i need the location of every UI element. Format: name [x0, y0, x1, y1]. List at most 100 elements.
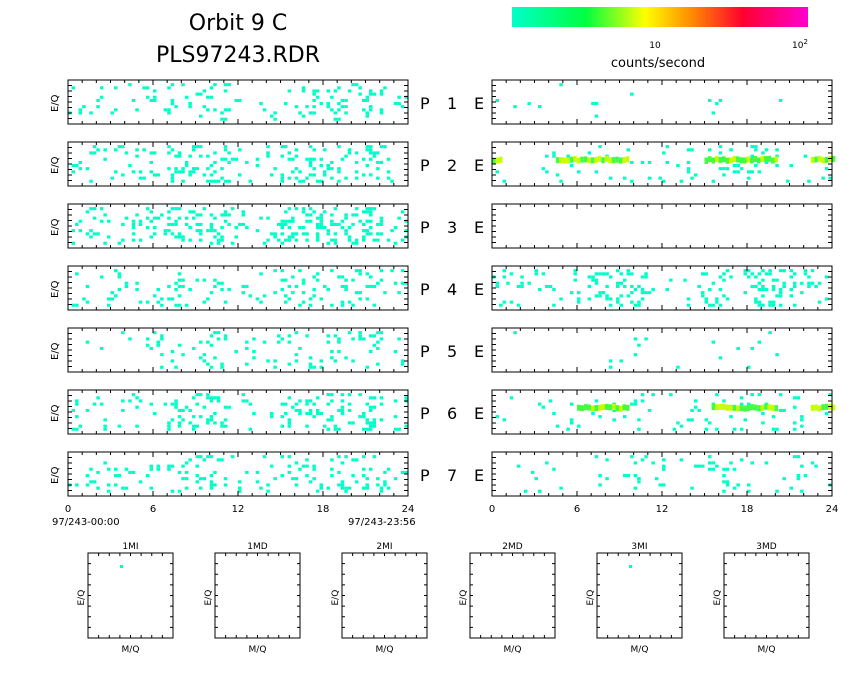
- heat-cell: [85, 408, 90, 412]
- heat-cell: [92, 232, 97, 236]
- heat-cell: [693, 173, 698, 177]
- heat-cell: [223, 483, 228, 487]
- heat-band-cell: [732, 156, 736, 163]
- heat-cell: [92, 480, 97, 484]
- left-panel-2: E/Q: [50, 141, 409, 187]
- heat-cell: [308, 219, 313, 223]
- heat-cell: [768, 331, 772, 335]
- heat-cell: [209, 291, 214, 295]
- mass-panel-ylabel: E/Q: [586, 590, 596, 606]
- mass-panel-xlabel: M/Q: [504, 645, 522, 655]
- heat-band-cell: [495, 157, 499, 164]
- heat-cell: [170, 350, 175, 354]
- heat-cell: [807, 284, 811, 288]
- heat-cell: [502, 300, 507, 304]
- heat-cell: [284, 412, 288, 416]
- heat-cell: [192, 415, 196, 419]
- heat-cell: [365, 421, 369, 425]
- heat-cell: [273, 167, 277, 171]
- heat-band-cell: [736, 405, 740, 412]
- heat-cell: [330, 222, 334, 226]
- heat-cell: [241, 222, 245, 226]
- heat-cell: [605, 297, 609, 301]
- heat-cell: [99, 207, 104, 211]
- heat-cell: [149, 235, 153, 239]
- heat-cell: [372, 207, 377, 211]
- heat-cell: [372, 405, 377, 409]
- heat-cell: [238, 480, 242, 484]
- heat-cell: [121, 145, 125, 149]
- heat-cell: [340, 300, 345, 304]
- heat-cell: [761, 284, 765, 288]
- heat-cell: [96, 98, 100, 102]
- heat-cell: [358, 331, 362, 335]
- x-tick-label: 24: [402, 504, 415, 515]
- heat-cell: [89, 229, 93, 233]
- heat-cell: [337, 483, 341, 487]
- heat-cell: [598, 272, 602, 276]
- heat-cell: [369, 467, 373, 471]
- heat-cell: [732, 486, 737, 490]
- heat-cell: [301, 300, 306, 304]
- heat-cell: [170, 102, 175, 106]
- heat-cell: [810, 281, 815, 285]
- heat-cell: [220, 213, 224, 217]
- heat-band-cell: [577, 404, 581, 411]
- heat-cell: [131, 170, 136, 174]
- heat-band-cell: [824, 156, 829, 163]
- heat-cell: [594, 455, 599, 459]
- heat-band-cell: [821, 157, 825, 164]
- heat-cell: [555, 173, 560, 177]
- heat-cell: [259, 216, 263, 220]
- heat-cell: [149, 402, 153, 406]
- mass-panel-xlabel: M/Q: [758, 645, 776, 655]
- heat-cell: [266, 238, 270, 242]
- heat-cell: [390, 229, 394, 233]
- heat-cell: [206, 95, 210, 99]
- heat-cell: [333, 241, 338, 245]
- heat-cell: [676, 421, 680, 425]
- heat-cell: [287, 157, 292, 161]
- heat-cell: [640, 288, 645, 292]
- heat-cell: [75, 483, 79, 487]
- heat-cell: [793, 405, 797, 409]
- heat-cell: [107, 303, 111, 307]
- heat-cell: [775, 148, 779, 152]
- heat-cell: [177, 343, 182, 347]
- heat-cell: [800, 281, 804, 285]
- heat-cell: [379, 278, 384, 282]
- heat-cell: [358, 86, 362, 90]
- left-panel-5: E/Q: [50, 327, 409, 373]
- heat-cell: [379, 222, 384, 226]
- heat-cell: [743, 291, 747, 295]
- heat-cell: [326, 340, 330, 344]
- heat-cell: [344, 154, 348, 158]
- heat-cell: [312, 402, 316, 406]
- heat-cell: [209, 164, 214, 168]
- heat-cell: [170, 176, 175, 180]
- heat-cell: [315, 235, 320, 239]
- heat-cell: [376, 167, 380, 171]
- heat-cell: [241, 291, 245, 295]
- heat-cell: [174, 222, 178, 226]
- row-label-e: E: [474, 404, 484, 423]
- heat-cell: [209, 213, 214, 217]
- heat-cell: [167, 284, 171, 288]
- heat-cell: [174, 405, 178, 409]
- heat-cell: [365, 418, 369, 422]
- heat-cell: [199, 229, 203, 233]
- heat-cell: [577, 291, 581, 295]
- heat-cell: [294, 359, 299, 363]
- heat-cell: [354, 458, 359, 462]
- heat-band-cell: [722, 156, 726, 163]
- heat-cell: [379, 145, 384, 149]
- heat-band-cell: [611, 157, 616, 164]
- heat-band-cell: [601, 157, 605, 164]
- heat-cell: [149, 486, 153, 490]
- heat-cell: [369, 145, 373, 149]
- heat-cell: [330, 213, 334, 217]
- heat-cell: [344, 489, 348, 493]
- heat-cell: [333, 334, 338, 338]
- heat-cell: [362, 427, 366, 431]
- heat-cell: [708, 303, 712, 307]
